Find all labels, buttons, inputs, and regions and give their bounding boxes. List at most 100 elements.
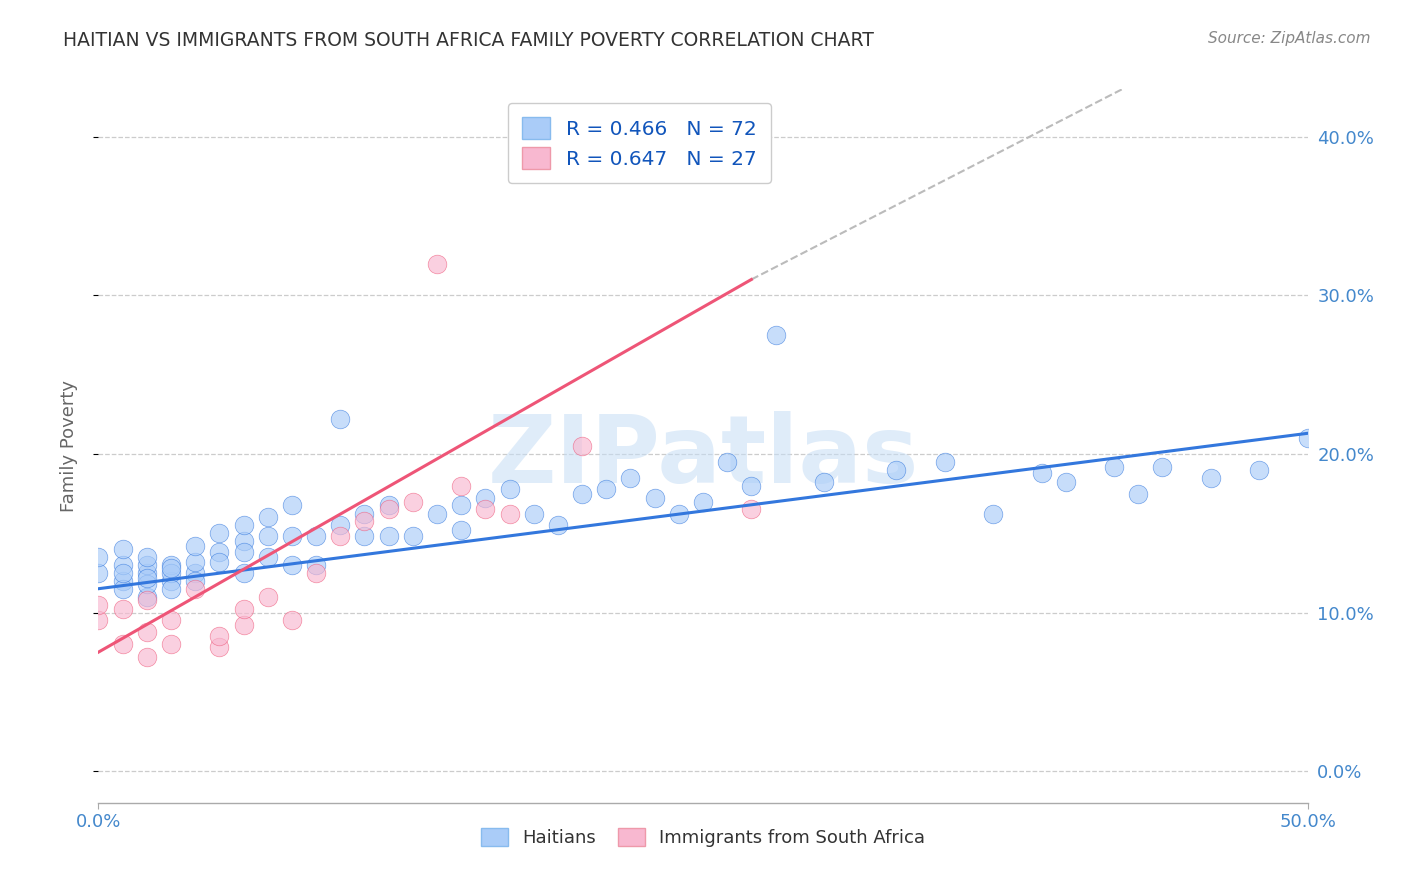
- Point: [765, 328, 787, 343]
- Point: [160, 561, 183, 575]
- Point: [305, 529, 328, 543]
- Point: [377, 502, 399, 516]
- Point: [87, 614, 110, 628]
- Point: [329, 412, 352, 426]
- Point: [135, 549, 157, 564]
- Point: [1054, 475, 1077, 490]
- Point: [111, 582, 134, 596]
- Point: [716, 455, 738, 469]
- Point: [135, 624, 157, 639]
- Point: [595, 482, 617, 496]
- Point: [232, 534, 254, 549]
- Point: [1152, 459, 1174, 474]
- Point: [329, 529, 352, 543]
- Point: [305, 558, 328, 572]
- Point: [1102, 459, 1125, 474]
- Point: [644, 491, 666, 506]
- Point: [981, 507, 1004, 521]
- Point: [160, 574, 183, 588]
- Point: [208, 526, 231, 541]
- Point: [184, 566, 207, 580]
- Point: [160, 566, 183, 580]
- Point: [135, 558, 157, 572]
- Text: HAITIAN VS IMMIGRANTS FROM SOUTH AFRICA FAMILY POVERTY CORRELATION CHART: HAITIAN VS IMMIGRANTS FROM SOUTH AFRICA …: [63, 31, 875, 50]
- Point: [135, 571, 157, 585]
- Point: [740, 502, 762, 516]
- Point: [1031, 466, 1053, 480]
- Point: [87, 549, 110, 564]
- Legend: Haitians, Immigrants from South Africa: Haitians, Immigrants from South Africa: [474, 821, 932, 855]
- Point: [426, 507, 449, 521]
- Point: [281, 614, 304, 628]
- Point: [232, 518, 254, 533]
- Point: [208, 640, 231, 655]
- Point: [1128, 486, 1150, 500]
- Point: [135, 592, 157, 607]
- Point: [111, 566, 134, 580]
- Point: [450, 523, 472, 537]
- Point: [571, 439, 593, 453]
- Point: [498, 507, 520, 521]
- Point: [208, 629, 231, 643]
- Point: [353, 529, 375, 543]
- Point: [281, 558, 304, 572]
- Point: [571, 486, 593, 500]
- Point: [184, 539, 207, 553]
- Point: [111, 574, 134, 588]
- Point: [135, 649, 157, 664]
- Point: [886, 463, 908, 477]
- Point: [135, 577, 157, 591]
- Point: [934, 455, 956, 469]
- Point: [523, 507, 546, 521]
- Point: [305, 566, 328, 580]
- Point: [256, 510, 278, 524]
- Point: [426, 257, 449, 271]
- Point: [208, 545, 231, 559]
- Point: [1249, 463, 1271, 477]
- Point: [184, 574, 207, 588]
- Point: [668, 507, 690, 521]
- Point: [256, 549, 278, 564]
- Point: [160, 637, 183, 651]
- Point: [281, 529, 304, 543]
- Point: [281, 498, 304, 512]
- Text: Source: ZipAtlas.com: Source: ZipAtlas.com: [1208, 31, 1371, 46]
- Point: [256, 529, 278, 543]
- Point: [353, 514, 375, 528]
- Point: [450, 478, 472, 492]
- Point: [474, 502, 496, 516]
- Point: [87, 566, 110, 580]
- Point: [232, 602, 254, 616]
- Point: [111, 602, 134, 616]
- Point: [329, 518, 352, 533]
- Point: [256, 590, 278, 604]
- Y-axis label: Family Poverty: Family Poverty: [59, 380, 77, 512]
- Point: [160, 582, 183, 596]
- Point: [377, 529, 399, 543]
- Point: [547, 518, 569, 533]
- Point: [692, 494, 714, 508]
- Point: [232, 618, 254, 632]
- Point: [450, 498, 472, 512]
- Point: [111, 542, 134, 557]
- Point: [1199, 471, 1222, 485]
- Text: ZIPatlas: ZIPatlas: [488, 410, 918, 503]
- Point: [402, 494, 425, 508]
- Point: [135, 590, 157, 604]
- Point: [111, 558, 134, 572]
- Point: [377, 498, 399, 512]
- Point: [232, 566, 254, 580]
- Point: [208, 555, 231, 569]
- Point: [1296, 431, 1319, 445]
- Point: [474, 491, 496, 506]
- Point: [232, 545, 254, 559]
- Point: [160, 558, 183, 572]
- Point: [353, 507, 375, 521]
- Point: [184, 582, 207, 596]
- Point: [184, 555, 207, 569]
- Point: [619, 471, 641, 485]
- Point: [813, 475, 835, 490]
- Point: [498, 482, 520, 496]
- Point: [402, 529, 425, 543]
- Point: [111, 637, 134, 651]
